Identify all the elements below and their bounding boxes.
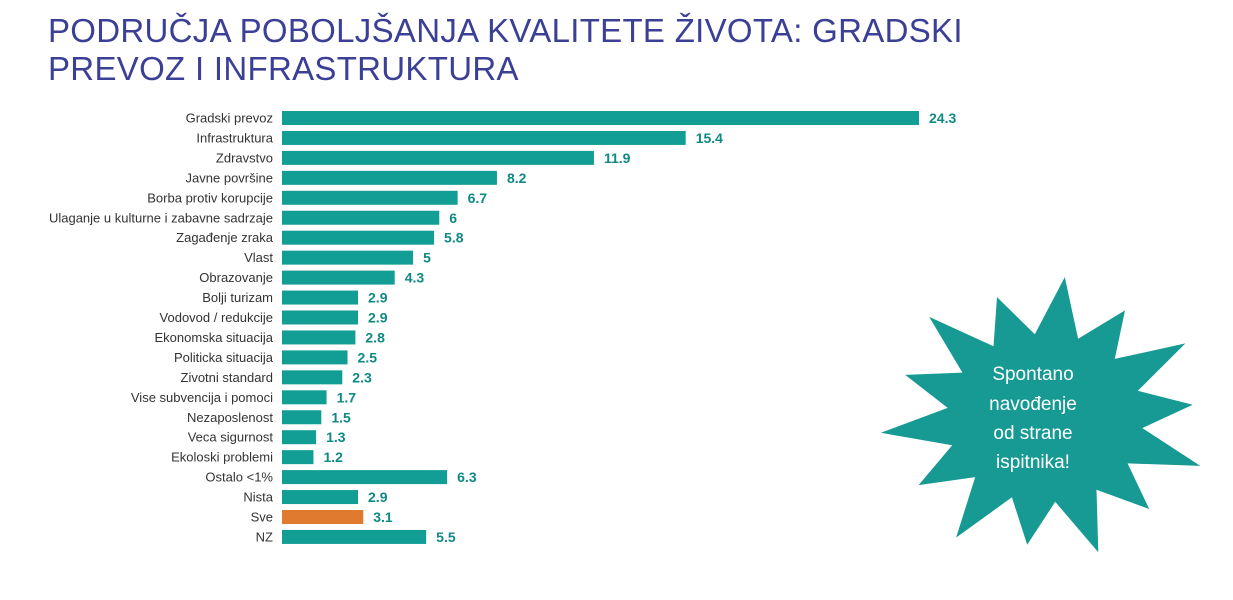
bar [282,310,359,325]
bar [282,190,458,205]
value-label: 2.9 [368,290,388,306]
bars-group: Gradski prevoz 24.3 Infrastruktura 15.4 Zdra… [49,110,956,545]
category-label: Vise subvencija i pomoci [131,390,273,405]
value-label: 6.7 [468,190,488,206]
bar [282,350,348,365]
category-label: NZ [256,529,273,544]
bar [282,130,686,145]
callout-line-4: ispitnika! [996,452,1070,473]
value-label: 1.5 [331,409,351,425]
bar [282,410,322,425]
value-label: 5 [423,250,431,266]
callout-line-2: navođenje [989,394,1077,415]
value-label: 1.2 [323,449,343,465]
category-label: Nista [243,490,273,505]
category-label: Zdravstvo [216,150,273,165]
category-label: Bolji turizam [202,290,273,305]
value-label: 6.3 [457,469,477,485]
bar [282,490,359,505]
category-label: Gradski prevoz [186,111,273,126]
bar [282,290,359,305]
value-label: 4.3 [405,270,425,286]
bar [282,210,440,225]
value-label: 2.5 [358,349,378,365]
bar [282,250,414,265]
value-label: 8.2 [507,170,527,186]
bar [282,330,356,345]
value-label: 24.3 [929,110,956,126]
bar [282,470,448,485]
category-label: Ulaganje u kulturne i zabavne sadrzaje [49,210,273,225]
category-label: Veca sigurnost [188,430,274,445]
category-label: Vlast [244,250,273,265]
category-label: Sve [251,510,273,525]
bar [282,170,497,185]
bar [282,111,919,125]
bar [282,510,364,524]
chart-title-line-2: PREVOZ I INFRASTRUKTURA [48,50,519,87]
bar [282,430,317,445]
chart-title: PODRUČJA POBOLJŠANJA KVALITETE ŽIVOTA: G… [48,12,1148,88]
value-label: 2.9 [368,489,388,505]
value-label: 1.7 [337,389,357,405]
value-label: 11.9 [604,150,631,166]
category-label: Vodovod / redukcije [160,310,273,325]
bar [282,230,435,245]
chart-title-line-1: PODRUČJA POBOLJŠANJA KVALITETE ŽIVOTA: G… [48,12,963,49]
category-label: Zivotni standard [181,370,274,385]
category-label: Infrastruktura [196,130,273,145]
category-label: Nezaposlenost [187,410,273,425]
category-label: Ekonomska situacija [155,330,274,345]
bar [282,390,327,405]
category-label: Ekoloski problemi [171,450,273,465]
callout-line-3: od strane [993,423,1072,444]
bar [282,370,343,385]
bar [282,150,594,165]
bar [282,450,314,465]
value-label: 2.8 [365,329,385,345]
callout-line-1: Spontano [992,364,1073,385]
category-label: Borba protiv korupcije [147,190,273,205]
category-label: Obrazovanje [199,270,273,285]
value-label: 5.8 [444,230,464,246]
value-label: 6 [449,210,457,226]
category-label: Ostalo <1% [205,470,273,485]
value-label: 2.3 [352,369,372,385]
starburst-shape [880,277,1201,553]
value-label: 2.9 [368,310,388,326]
category-label: Politicka situacija [174,350,274,365]
bar [282,529,427,544]
bar [282,270,395,285]
value-label: 5.5 [436,529,456,545]
value-label: 1.3 [326,429,346,445]
category-label: Zagađenje zraka [176,230,274,245]
value-label: 15.4 [696,130,723,146]
value-label: 3.1 [373,509,393,525]
callout-starburst: Spontano navođenje od strane ispitnika! [880,277,1201,553]
category-label: Javne površine [186,170,273,185]
